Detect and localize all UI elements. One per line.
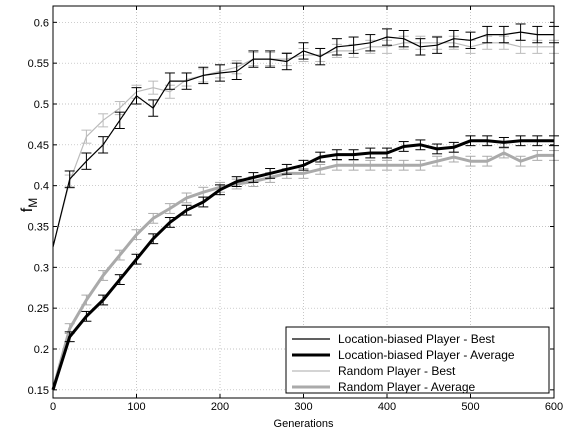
x-tick-label: 400 [378, 401, 396, 413]
y-tick-label: 0.3 [34, 262, 49, 274]
y-tick-label: 0.45 [28, 140, 49, 152]
y-axis-title-main: f [19, 207, 36, 212]
legend-label: Random Player - Best [338, 364, 456, 378]
series-location-biased-player-best [52, 23, 559, 248]
y-tick-label: 0.6 [34, 17, 49, 29]
series-line [52, 31, 554, 248]
axis-ticks: 0 100 200 300 400 500 600 0.15 0.2 0.25 0.3 0.35 0.4… [28, 6, 563, 413]
series-line [51, 139, 554, 391]
y-tick-label: 0.5 [34, 99, 49, 111]
series-layer [51, 23, 559, 391]
y-tick-label: 0.2 [34, 344, 49, 356]
legend-label: Random Player - Average [338, 380, 476, 394]
x-axis-title: Generations [274, 418, 334, 430]
legend-label: Location-biased Player - Best [338, 332, 495, 346]
x-tick-label: 500 [461, 401, 479, 413]
x-tick-label: 200 [211, 401, 229, 413]
svg-text:fM: fM [19, 198, 40, 212]
x-tick-label: 100 [127, 401, 145, 413]
series-random-player-average [51, 147, 559, 391]
y-axis-title: fM [19, 198, 40, 212]
x-tick-label: 300 [294, 401, 312, 413]
legend-box [285, 326, 550, 394]
series-location-biased-player-average [51, 135, 559, 391]
y-tick-label: 0.15 [28, 385, 49, 397]
x-tick-label: 600 [545, 401, 563, 413]
y-axis-title-subscript: M [26, 198, 40, 208]
y-tick-label: 0.4 [34, 181, 49, 193]
legend-label: Location-biased Player - Average [338, 348, 515, 362]
y-tick-label: 0.55 [28, 58, 49, 70]
series-line [51, 151, 554, 391]
y-tick-label: 0.25 [28, 303, 49, 315]
x-tick-label: 0 [50, 401, 56, 413]
legend: Location-biased Player - Best Location-bi… [285, 326, 550, 394]
y-tick-label: 0.35 [28, 222, 49, 234]
